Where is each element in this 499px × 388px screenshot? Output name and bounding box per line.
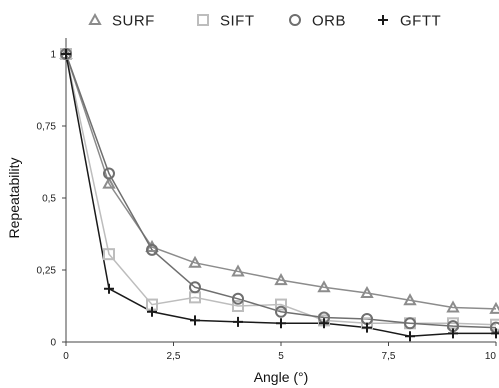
legend-label-sift: SIFT — [220, 13, 255, 30]
legend-marker-surf — [90, 15, 100, 24]
y-axis-title: Repeatability — [6, 158, 22, 239]
series-line-surf — [66, 54, 496, 309]
x-tick-label: 7,5 — [382, 351, 396, 362]
legend: SURF SIFT ORB GFTT — [90, 13, 441, 30]
legend-marker-sift — [198, 15, 208, 25]
data-point-gftt — [276, 318, 286, 328]
series-lines — [66, 54, 496, 336]
data-point-gftt — [190, 315, 200, 325]
data-point-gftt — [147, 307, 157, 317]
legend-marker-orb — [290, 15, 300, 25]
y-tick-label: 0,5 — [42, 194, 56, 205]
y-tick-label: 0,75 — [37, 122, 57, 133]
data-point-gftt — [405, 331, 415, 341]
data-point-gftt — [104, 284, 114, 294]
data-point-gftt — [233, 317, 243, 327]
x-tick-label: 2,5 — [167, 351, 181, 362]
data-point-gftt — [362, 323, 372, 333]
legend-label-orb: ORB — [312, 13, 346, 30]
x-tick-label: 5 — [278, 351, 284, 362]
legend-marker-gftt — [378, 15, 388, 25]
y-tick-label: 0 — [50, 338, 56, 349]
x-axis-title: Angle (°) — [254, 369, 309, 385]
legend-label-surf: SURF — [112, 13, 155, 30]
legend-label-gftt: GFTT — [400, 13, 441, 30]
series-line-gftt — [66, 54, 496, 336]
series-line-orb — [66, 54, 496, 328]
y-tick-label: 1 — [50, 50, 56, 61]
y-tick-label: 0,25 — [37, 266, 57, 277]
axes — [66, 38, 496, 342]
x-tick-label: 0 — [63, 351, 69, 362]
x-tick-label: 10 — [485, 351, 497, 362]
